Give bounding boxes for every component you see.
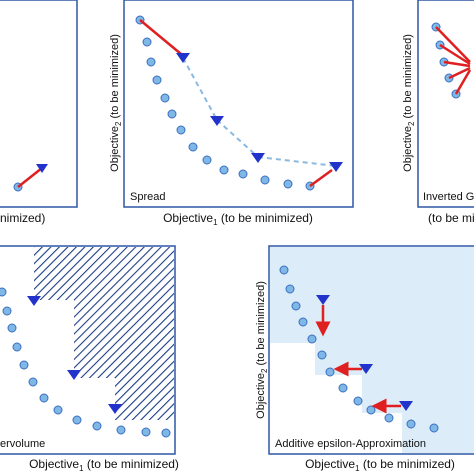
x-axis-label: Objective1 (to be minimized) — [29, 457, 179, 473]
reference-point — [176, 53, 190, 63]
pareto-point — [298, 317, 308, 327]
reference-point — [67, 370, 81, 380]
reference-point — [329, 162, 343, 172]
panel-top-left: nimized) — [0, 0, 78, 225]
pareto-point — [338, 383, 348, 393]
distance-arrow — [448, 66, 471, 80]
reference-point — [210, 116, 224, 126]
pareto-point — [141, 427, 151, 437]
pareto-point — [142, 37, 152, 47]
pareto-point — [19, 360, 29, 370]
panel-frame — [123, 0, 354, 208]
extreme-distance-arrow — [139, 19, 182, 55]
panel-frame — [0, 0, 78, 208]
pareto-point — [176, 125, 186, 135]
pareto-point — [366, 405, 376, 415]
extreme-distance-arrow — [309, 168, 333, 188]
distance-arrow — [435, 26, 471, 63]
reference-point — [316, 295, 330, 305]
dominated-region — [270, 247, 315, 343]
reference-point — [36, 164, 48, 173]
y-axis-label: Objective2 (to be minimized) — [109, 34, 123, 172]
pareto-point — [291, 301, 301, 311]
pareto-point — [12, 342, 22, 352]
dashed-link — [257, 156, 337, 167]
pareto-point — [353, 396, 363, 406]
distance-arrow — [439, 43, 471, 66]
pareto-point — [146, 57, 156, 67]
pareto-point — [7, 323, 17, 333]
panel-epsilon: Additive epsilon-Approximation Objective… — [255, 245, 474, 473]
pareto-point — [72, 415, 82, 425]
pareto-point — [28, 377, 38, 387]
pareto-point — [238, 169, 248, 179]
pareto-point — [0, 287, 7, 297]
dashed-link — [216, 119, 259, 158]
pareto-point — [2, 306, 12, 316]
x-axis-label: nimized) — [0, 211, 45, 225]
pareto-point — [279, 265, 289, 275]
reference-point — [27, 296, 41, 306]
panel-title: Additive epsilon-Approximation — [275, 438, 426, 450]
pareto-point — [325, 367, 335, 377]
panel-title: ervolume — [0, 438, 45, 450]
x-axis-label: Objective1 (to be minimized) — [163, 211, 313, 227]
distance-arrow — [443, 60, 471, 68]
x-axis-label: (to be minimized) — [428, 211, 474, 225]
reference-point — [251, 153, 265, 163]
pareto-point — [53, 405, 63, 415]
panel-spread: Spread Objective2 (to be minimized) Obje… — [109, 0, 354, 227]
panel-title: Spread — [130, 191, 165, 203]
panel-inverted-gd: Inverted G Objective2 (to be minimized) … — [402, 0, 474, 225]
pareto-point — [152, 75, 162, 85]
dominated-region — [34, 247, 174, 420]
reference-point — [399, 401, 413, 411]
pareto-point — [116, 425, 126, 435]
distance-arrow — [17, 167, 43, 188]
pareto-point — [160, 93, 170, 103]
distance-arrow — [454, 69, 472, 95]
pareto-point — [384, 413, 394, 423]
pareto-point — [406, 419, 416, 429]
y-axis-label: Objective2 (to be minimized) — [255, 281, 269, 419]
reference-point — [359, 364, 373, 374]
pareto-point — [92, 421, 102, 431]
pareto-point — [260, 175, 270, 185]
x-axis-label: Objective1 (to be minimized) — [305, 457, 455, 473]
pareto-point — [317, 350, 327, 360]
pareto-point — [161, 428, 171, 438]
pareto-point — [285, 284, 295, 294]
panel-title: Inverted G — [423, 191, 474, 203]
dashed-link — [182, 57, 218, 121]
dominated-region — [315, 247, 474, 453]
pareto-point — [188, 142, 198, 152]
pareto-point — [307, 334, 317, 344]
pareto-point — [202, 155, 212, 165]
panel-hypervolume: ervolume Objective1 (to be minimized) — [0, 245, 179, 473]
pareto-point — [167, 109, 177, 119]
pareto-point — [429, 423, 439, 433]
pareto-point — [283, 179, 293, 189]
y-axis-label: Objective2 (to be minimized) — [402, 34, 416, 172]
panel-frame — [417, 0, 474, 208]
reference-point — [108, 404, 122, 414]
pareto-point — [39, 393, 49, 403]
pareto-point — [219, 165, 229, 175]
